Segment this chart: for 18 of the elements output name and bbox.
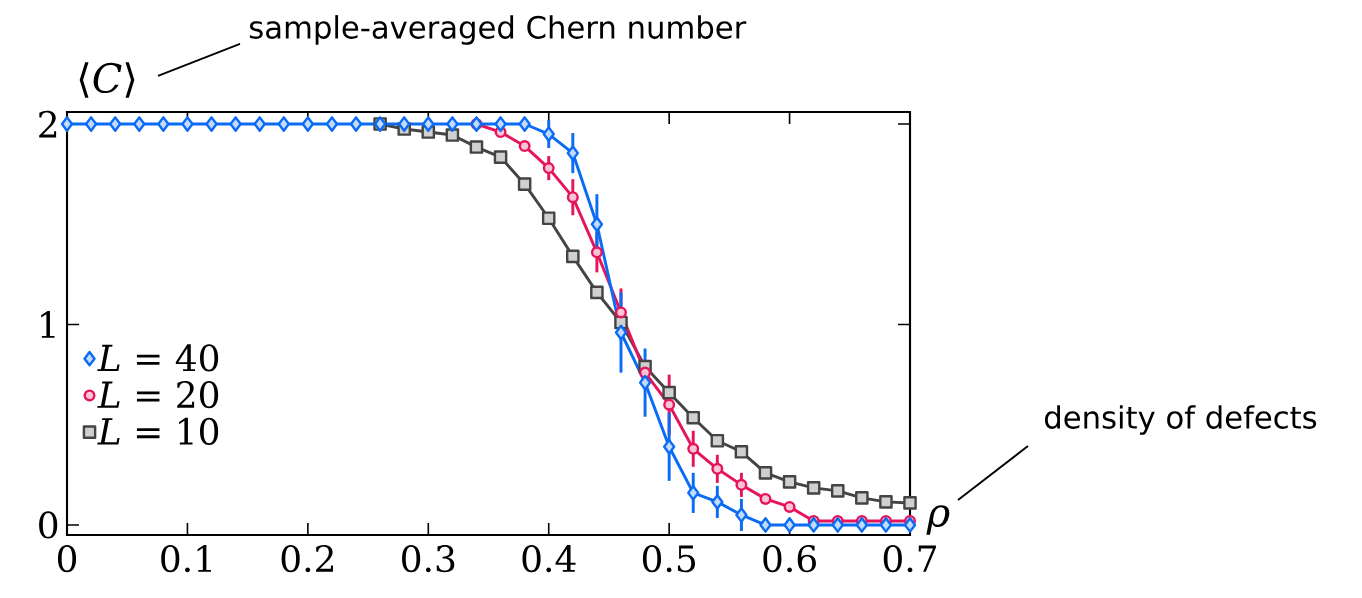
- y-tick-label: 0: [39, 511, 58, 539]
- legend-label: L = 10: [97, 417, 219, 445]
- x-tick-label: 0.3: [402, 545, 455, 573]
- x-tick-label: 0.6: [763, 545, 816, 573]
- x-tick-label: 0.5: [642, 545, 696, 573]
- text: sample-averaged Chern number: [249, 15, 747, 45]
- y-tick-label: 1: [41, 311, 55, 338]
- y-axis-title: ⟨C⟩: [79, 62, 135, 98]
- x-tick-label: 0.1: [161, 545, 211, 573]
- x-tick-label: 0.7: [883, 545, 937, 573]
- legend-label: L = 20: [97, 381, 219, 409]
- x-axis-title: ρ: [926, 505, 950, 535]
- x-tick-label: 0.4: [522, 545, 576, 573]
- x-tick-label: 0.2: [281, 545, 333, 573]
- x-tick-label: 0: [57, 545, 77, 573]
- text: density of defects: [1044, 405, 1317, 435]
- y-tick-label: 2: [39, 110, 57, 138]
- legend-label: L = 40: [97, 344, 219, 372]
